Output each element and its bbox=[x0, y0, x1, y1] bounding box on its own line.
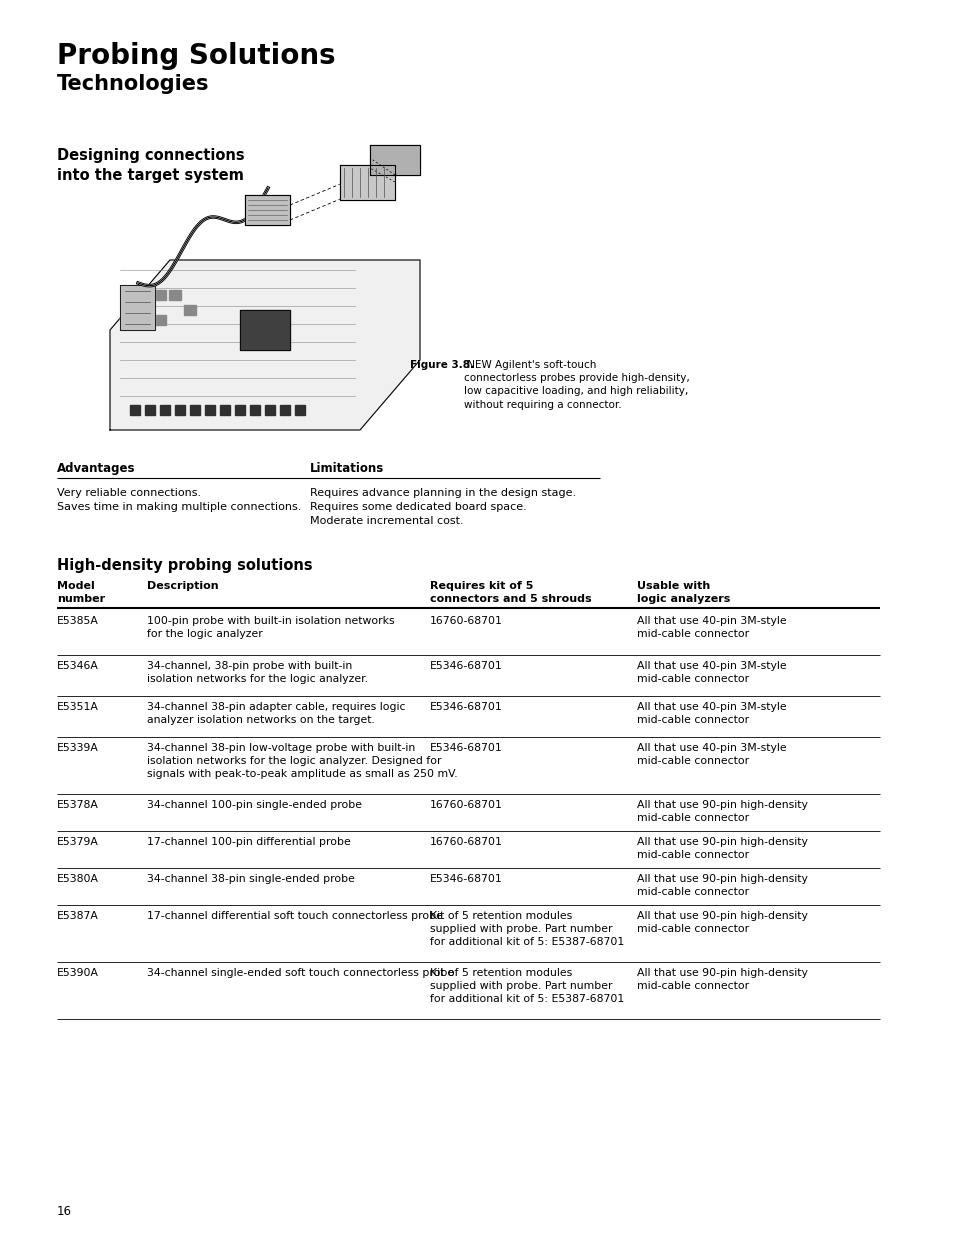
Text: Moderate incremental cost.: Moderate incremental cost. bbox=[310, 516, 463, 526]
Polygon shape bbox=[339, 165, 395, 200]
Text: E5385A: E5385A bbox=[57, 616, 99, 626]
Text: Saves time in making multiple connections.: Saves time in making multiple connection… bbox=[57, 501, 301, 513]
Text: 34-channel single-ended soft touch connectorless probe: 34-channel single-ended soft touch conne… bbox=[147, 968, 454, 978]
Text: 34-channel, 38-pin probe with built-in
isolation networks for the logic analyzer: 34-channel, 38-pin probe with built-in i… bbox=[147, 661, 368, 684]
Text: Advantages: Advantages bbox=[57, 462, 135, 475]
Polygon shape bbox=[190, 405, 200, 415]
Polygon shape bbox=[110, 261, 419, 430]
Polygon shape bbox=[265, 405, 274, 415]
Text: Designing connections
into the target system: Designing connections into the target sy… bbox=[57, 148, 244, 183]
Text: 16760-68701: 16760-68701 bbox=[430, 616, 502, 626]
Polygon shape bbox=[234, 405, 245, 415]
Text: 34-channel 38-pin adapter cable, requires logic
analyzer isolation networks on t: 34-channel 38-pin adapter cable, require… bbox=[147, 701, 405, 725]
Text: All that use 90-pin high-density
mid-cable connector: All that use 90-pin high-density mid-cab… bbox=[637, 837, 807, 861]
Polygon shape bbox=[169, 290, 181, 300]
Text: 17-channel 100-pin differential probe: 17-channel 100-pin differential probe bbox=[147, 837, 351, 847]
Text: E5339A: E5339A bbox=[57, 743, 99, 753]
Text: Probing Solutions: Probing Solutions bbox=[57, 42, 335, 70]
Text: 16: 16 bbox=[57, 1205, 71, 1218]
Text: Usable with
logic analyzers: Usable with logic analyzers bbox=[637, 580, 730, 604]
Text: Limitations: Limitations bbox=[310, 462, 384, 475]
Text: Figure 3.8.: Figure 3.8. bbox=[410, 359, 474, 370]
Polygon shape bbox=[130, 405, 140, 415]
Polygon shape bbox=[220, 405, 230, 415]
Text: E5379A: E5379A bbox=[57, 837, 99, 847]
Text: Model
number: Model number bbox=[57, 580, 105, 604]
Polygon shape bbox=[145, 405, 154, 415]
Text: 34-channel 38-pin low-voltage probe with built-in
isolation networks for the log: 34-channel 38-pin low-voltage probe with… bbox=[147, 743, 457, 779]
Text: Requires kit of 5
connectors and 5 shrouds: Requires kit of 5 connectors and 5 shrou… bbox=[430, 580, 591, 604]
Polygon shape bbox=[250, 405, 260, 415]
Text: 16760-68701: 16760-68701 bbox=[430, 837, 502, 847]
Polygon shape bbox=[294, 405, 305, 415]
Text: 16760-68701: 16760-68701 bbox=[430, 800, 502, 810]
Text: Requires some dedicated board space.: Requires some dedicated board space. bbox=[310, 501, 526, 513]
Text: All that use 90-pin high-density
mid-cable connector: All that use 90-pin high-density mid-cab… bbox=[637, 800, 807, 824]
Text: E5387A: E5387A bbox=[57, 911, 99, 921]
Text: E5346-68701: E5346-68701 bbox=[430, 701, 502, 713]
Polygon shape bbox=[160, 405, 170, 415]
Text: E5346-68701: E5346-68701 bbox=[430, 661, 502, 671]
Text: All that use 90-pin high-density
mid-cable connector: All that use 90-pin high-density mid-cab… bbox=[637, 911, 807, 934]
Text: Kit of 5 retention modules
supplied with probe. Part number
for additional kit o: Kit of 5 retention modules supplied with… bbox=[430, 911, 623, 947]
Text: All that use 90-pin high-density
mid-cable connector: All that use 90-pin high-density mid-cab… bbox=[637, 968, 807, 992]
Text: E5346-68701: E5346-68701 bbox=[430, 743, 502, 753]
Polygon shape bbox=[184, 305, 195, 315]
Text: E5380A: E5380A bbox=[57, 874, 99, 884]
Text: Requires advance planning in the design stage.: Requires advance planning in the design … bbox=[310, 488, 576, 498]
Text: E5378A: E5378A bbox=[57, 800, 99, 810]
Text: E5346-68701: E5346-68701 bbox=[430, 874, 502, 884]
Text: NEW Agilent's soft-touch
connectorless probes provide high-density,
low capaciti: NEW Agilent's soft-touch connectorless p… bbox=[463, 359, 689, 410]
Polygon shape bbox=[245, 195, 290, 225]
Polygon shape bbox=[174, 405, 185, 415]
Polygon shape bbox=[370, 144, 419, 175]
Polygon shape bbox=[120, 285, 154, 330]
Text: 34-channel 100-pin single-ended probe: 34-channel 100-pin single-ended probe bbox=[147, 800, 361, 810]
Polygon shape bbox=[280, 405, 290, 415]
Text: 100-pin probe with built-in isolation networks
for the logic analyzer: 100-pin probe with built-in isolation ne… bbox=[147, 616, 395, 640]
Text: E5390A: E5390A bbox=[57, 968, 99, 978]
Text: All that use 40-pin 3M-style
mid-cable connector: All that use 40-pin 3M-style mid-cable c… bbox=[637, 701, 786, 725]
Polygon shape bbox=[240, 310, 290, 350]
Polygon shape bbox=[205, 405, 214, 415]
Text: E5346A: E5346A bbox=[57, 661, 99, 671]
Polygon shape bbox=[153, 290, 166, 300]
Text: Very reliable connections.: Very reliable connections. bbox=[57, 488, 201, 498]
Text: Description: Description bbox=[147, 580, 218, 592]
Text: Kit of 5 retention modules
supplied with probe. Part number
for additional kit o: Kit of 5 retention modules supplied with… bbox=[430, 968, 623, 1004]
Text: All that use 90-pin high-density
mid-cable connector: All that use 90-pin high-density mid-cab… bbox=[637, 874, 807, 897]
Text: High-density probing solutions: High-density probing solutions bbox=[57, 558, 313, 573]
Text: All that use 40-pin 3M-style
mid-cable connector: All that use 40-pin 3M-style mid-cable c… bbox=[637, 661, 786, 684]
Text: E5351A: E5351A bbox=[57, 701, 99, 713]
Text: 17-channel differential soft touch connectorless probe: 17-channel differential soft touch conne… bbox=[147, 911, 442, 921]
Text: Technologies: Technologies bbox=[57, 74, 210, 94]
Polygon shape bbox=[153, 315, 166, 325]
Text: All that use 40-pin 3M-style
mid-cable connector: All that use 40-pin 3M-style mid-cable c… bbox=[637, 616, 786, 640]
Text: All that use 40-pin 3M-style
mid-cable connector: All that use 40-pin 3M-style mid-cable c… bbox=[637, 743, 786, 766]
Text: 34-channel 38-pin single-ended probe: 34-channel 38-pin single-ended probe bbox=[147, 874, 355, 884]
